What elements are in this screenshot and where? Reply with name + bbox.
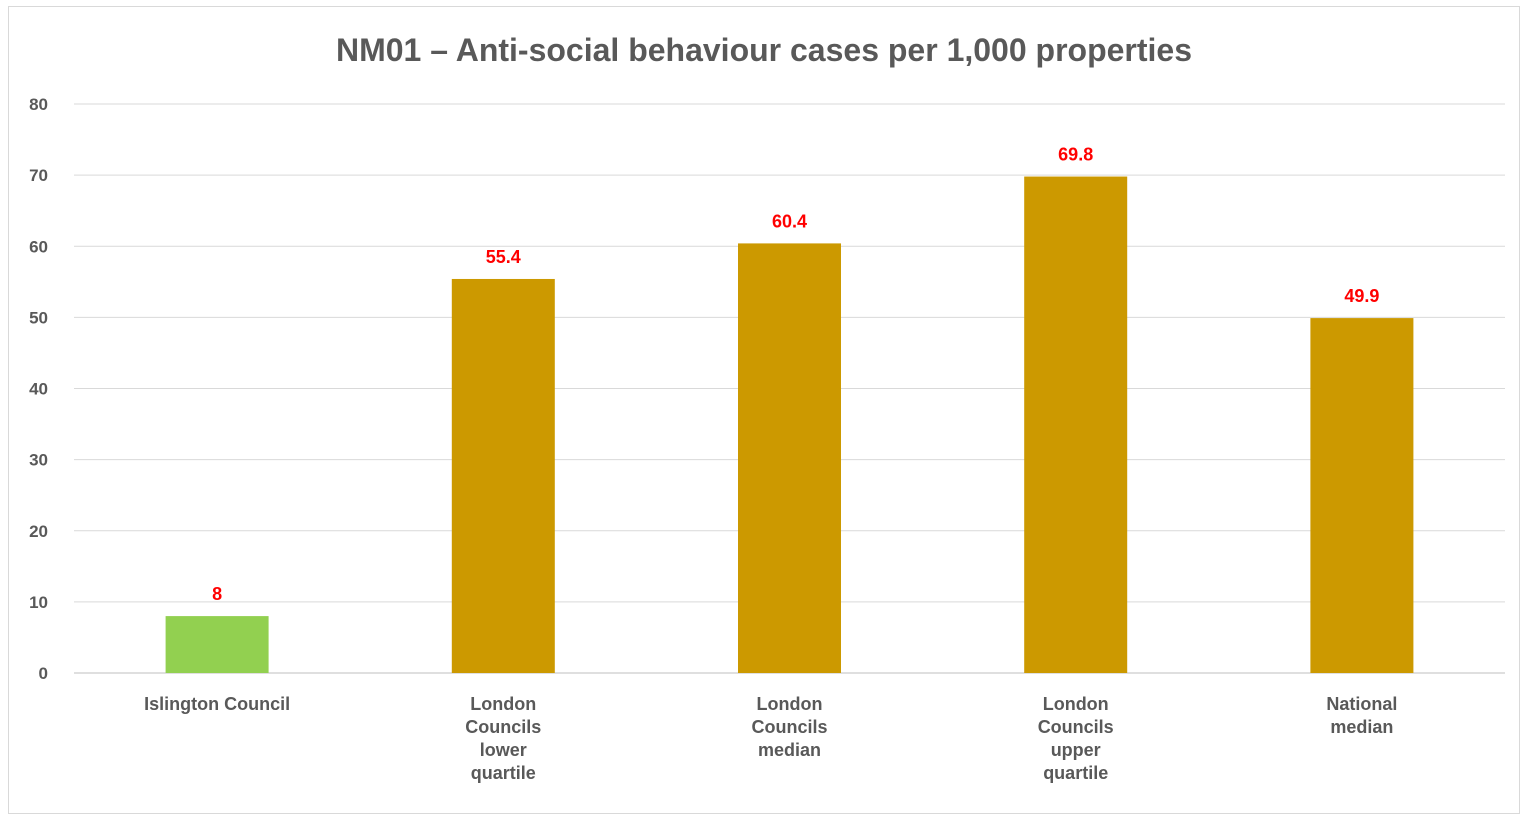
category-label: London Councils median [751, 694, 827, 760]
y-tick-label: 30 [29, 451, 48, 470]
category-label-line: upper [1051, 740, 1101, 760]
category-label: London Councils lower quartile [465, 694, 541, 783]
category-label-line: lower [480, 740, 527, 760]
category-label-line: London [757, 694, 823, 714]
bar [165, 616, 269, 673]
category-label-line: London [470, 694, 536, 714]
bar [738, 243, 841, 673]
chart-title: NM01 – Anti-social behaviour cases per 1… [335, 32, 1193, 68]
y-tick-label: 10 [29, 593, 48, 612]
category-label-line: Councils [751, 717, 827, 737]
category-label-line: Councils [1038, 717, 1114, 737]
data-label: 69.8 [1058, 145, 1093, 165]
category-label-line: quartile [1043, 763, 1108, 783]
category-label: Islington Council [144, 694, 290, 714]
bar [1310, 318, 1414, 673]
y-tick-label: 80 [29, 95, 48, 114]
y-tick-label: 50 [29, 308, 48, 327]
bar [451, 278, 555, 673]
category-label-line: median [758, 740, 821, 760]
category-label-line: London [1043, 694, 1109, 714]
category-label-line: National [1326, 694, 1397, 714]
category-label-line: Islington Council [144, 694, 290, 714]
data-label: 60.4 [772, 211, 807, 231]
category-label-line: median [1330, 717, 1393, 737]
category-label-line: quartile [471, 763, 536, 783]
data-label: 55.4 [486, 247, 521, 267]
data-label: 49.9 [1344, 286, 1379, 306]
y-tick-label: 0 [39, 664, 48, 683]
y-tick-label: 70 [29, 166, 48, 185]
bar [1024, 176, 1128, 674]
y-tick-label: 60 [29, 237, 48, 256]
y-tick-label: 40 [29, 380, 48, 399]
category-label-line: Councils [465, 717, 541, 737]
data-label: 8 [212, 584, 222, 604]
category-label: London Councils upper quartile [1038, 694, 1114, 783]
y-tick-label: 20 [29, 522, 48, 541]
category-label: National median [1326, 694, 1397, 737]
